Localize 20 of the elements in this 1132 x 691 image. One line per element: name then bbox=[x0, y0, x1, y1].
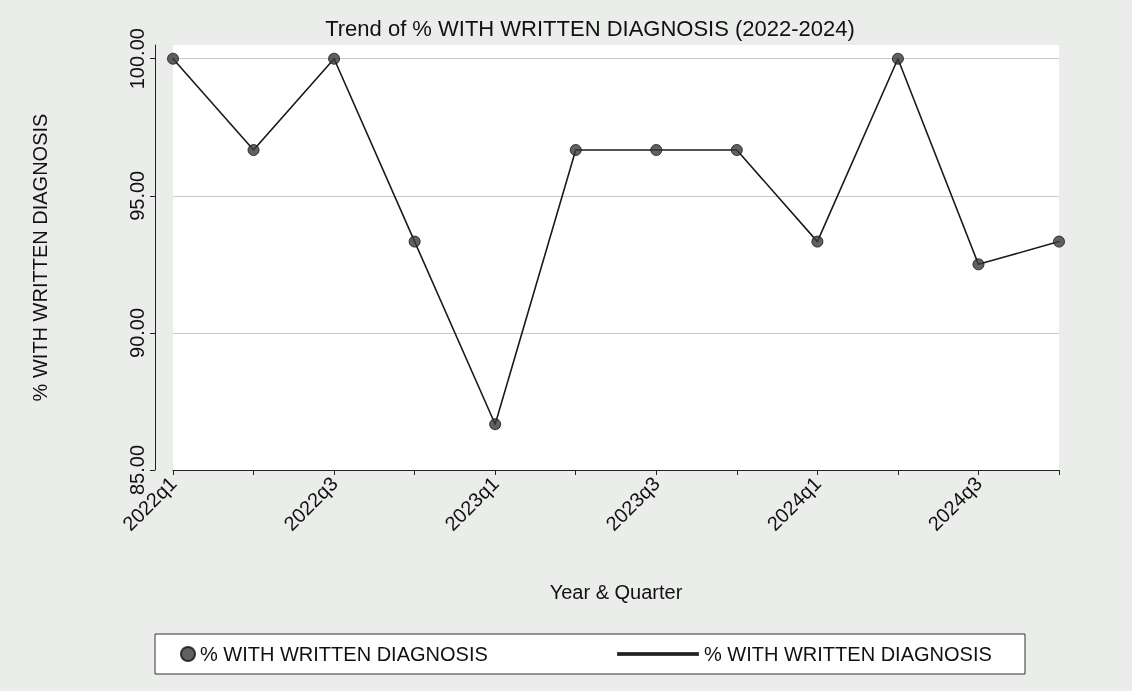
x-axis-title: Year & Quarter bbox=[549, 581, 683, 603]
point bbox=[730, 144, 743, 157]
y-tick-label: 95.00 bbox=[126, 170, 148, 221]
chart-title: Trend of % WITH WRITTEN DIAGNOSIS (2022-2024) bbox=[325, 15, 855, 41]
y-tick-label: 90.00 bbox=[126, 307, 148, 358]
point bbox=[489, 418, 502, 431]
point bbox=[972, 258, 985, 271]
point bbox=[167, 52, 179, 65]
point bbox=[408, 235, 421, 248]
point bbox=[891, 52, 904, 65]
point bbox=[328, 52, 341, 65]
point bbox=[811, 235, 824, 248]
y-tick-label: 100.00 bbox=[126, 28, 148, 90]
y-axis-title: % WITH WRITTEN DIAGNOSIS bbox=[29, 113, 51, 402]
legend-label: % WITH WRITTEN DIAGNOSIS bbox=[704, 643, 992, 665]
point bbox=[1053, 235, 1065, 248]
point bbox=[569, 144, 582, 157]
point bbox=[650, 144, 663, 157]
legend-label: % WITH WRITTEN DIAGNOSIS bbox=[200, 643, 488, 665]
point bbox=[247, 144, 260, 157]
